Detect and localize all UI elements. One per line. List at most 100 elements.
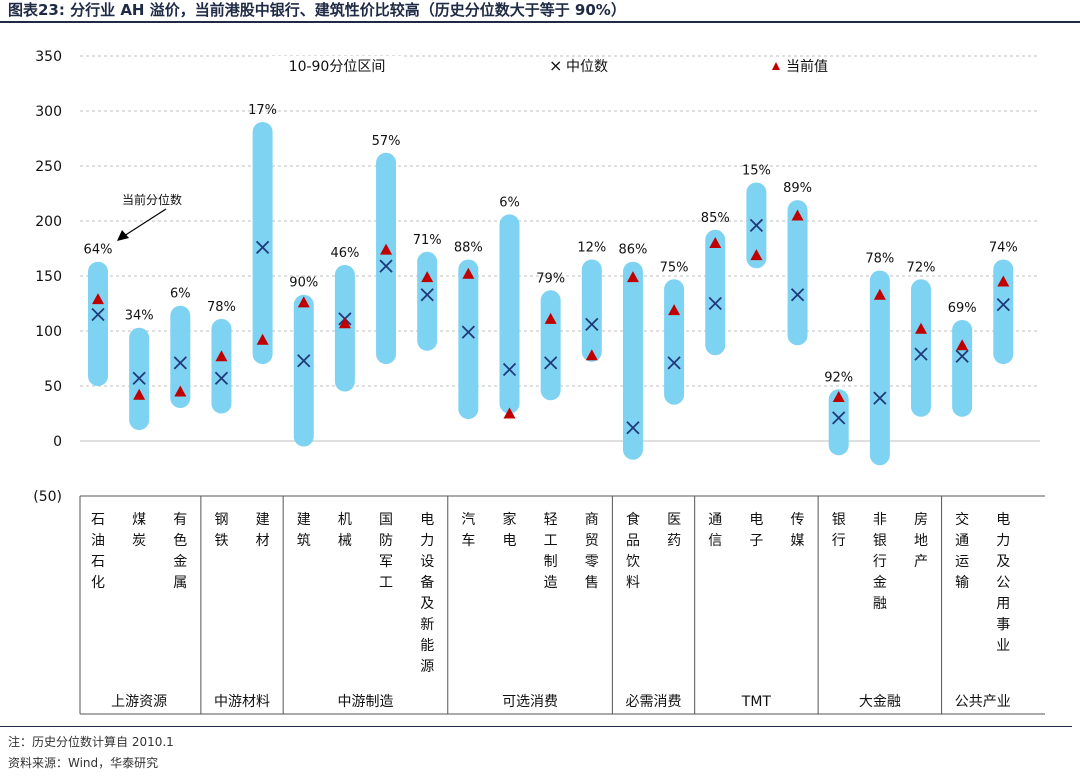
percentile-label: 17%: [248, 103, 277, 118]
category-label-char: 家: [503, 511, 517, 528]
bottom-rule: [0, 726, 1072, 727]
current-marker: [338, 317, 351, 329]
category-label-char: 银: [832, 512, 846, 528]
median-marker: [832, 411, 846, 425]
median-marker: [379, 259, 393, 273]
category-label-char: 公: [996, 575, 1010, 591]
current-marker: [256, 333, 269, 345]
range-bar: [952, 320, 973, 417]
y-tick-label: 250: [35, 159, 62, 175]
group-label: 中游制造: [337, 694, 393, 710]
median-marker: [132, 371, 146, 385]
current-marker: [956, 339, 969, 351]
y-tick-label: 100: [35, 324, 62, 340]
percentile-label: 74%: [989, 241, 1018, 256]
range-bar: [664, 279, 685, 405]
median-marker: [297, 354, 311, 368]
median-marker: [708, 296, 722, 311]
group-label: 大金融: [859, 694, 901, 710]
percentile-label: 57%: [372, 134, 401, 149]
percentile-label: 71%: [413, 233, 442, 248]
category-label-char: 电: [420, 512, 434, 528]
category-label-char: 电: [749, 512, 763, 528]
range-bar: [458, 259, 479, 419]
category-label-char: 色: [173, 532, 187, 549]
median-marker: [873, 391, 887, 405]
median-marker: [914, 347, 928, 361]
group-label: 可选消费: [502, 694, 558, 710]
current-marker: [832, 391, 845, 402]
category-label-char: 通: [955, 533, 969, 549]
category-label-char: 非: [873, 512, 887, 528]
category-label-char: 传: [791, 512, 805, 528]
median-marker: [173, 356, 187, 370]
category-label-char: 材: [256, 533, 270, 549]
percentile-label: 89%: [783, 181, 812, 196]
category-label-char: 业: [996, 638, 1010, 654]
range-bar: [88, 261, 108, 386]
median-marker: [420, 288, 434, 302]
category-label-char: 炭: [132, 533, 146, 549]
range-bar: [499, 214, 520, 414]
percentile-label: 64%: [84, 243, 113, 258]
annotation-arrow-head: [117, 230, 129, 241]
category-label-char: 力: [420, 533, 434, 549]
annotation-arrow-line: [123, 208, 167, 237]
category-label-char: 食: [626, 511, 640, 528]
percentile-label: 79%: [536, 271, 565, 286]
category-label-char: 化: [91, 575, 105, 591]
current-marker: [997, 275, 1010, 287]
category-label-char: 筑: [297, 533, 311, 549]
category-label-char: 贸: [585, 533, 599, 549]
median-marker: [91, 307, 105, 322]
footnote: 注：历史分位数计算自 2010.1: [8, 735, 174, 749]
current-marker: [544, 312, 557, 324]
group-label: 中游材料: [214, 694, 270, 710]
category-label-char: 煤: [132, 512, 146, 528]
annotation-label: 当前分位数: [122, 192, 182, 207]
current-marker: [133, 388, 146, 400]
percentile-label: 86%: [618, 243, 647, 258]
category-label-char: 事: [996, 617, 1010, 633]
median-marker: [502, 362, 517, 377]
percentile-label: 15%: [742, 164, 771, 179]
range-bar: [581, 259, 602, 362]
category-label-char: 及: [996, 554, 1010, 570]
category-label-char: 汽: [461, 512, 475, 528]
median-marker: [996, 297, 1010, 312]
y-tick-label: 300: [35, 104, 62, 120]
y-tick-label: 0: [53, 434, 62, 450]
category-label-char: 有: [173, 512, 187, 528]
current-marker: [873, 288, 886, 300]
current-marker: [380, 243, 393, 255]
y-tick-label: 150: [35, 269, 62, 285]
current-marker: [462, 267, 475, 279]
percentile-label: 12%: [577, 241, 606, 256]
median-marker: [667, 356, 681, 370]
group-label: 公共产业: [955, 694, 1011, 710]
percentile-label: 6%: [170, 287, 191, 302]
category-label-char: 通: [708, 512, 722, 528]
legend-median-marker: ×: [549, 56, 562, 75]
category-label-char: 饮: [626, 554, 640, 570]
category-label-char: 设: [420, 554, 434, 570]
category-label-char: 行: [832, 533, 846, 549]
category-label-char: 军: [379, 554, 393, 570]
median-marker: [214, 371, 229, 385]
current-marker: [626, 271, 639, 283]
category-label-char: 车: [461, 532, 475, 549]
category-label-char: 用: [996, 596, 1010, 612]
category-label-char: 油: [91, 533, 105, 549]
category-label-char: 房: [914, 512, 928, 528]
category-label-char: 零: [585, 554, 599, 570]
category-label-char: 铁: [214, 533, 228, 549]
legend-current-label: 当前值: [786, 58, 828, 75]
current-marker: [92, 293, 104, 305]
legend-current-marker: [772, 62, 780, 70]
range-bar: [170, 305, 191, 408]
category-label-char: 交: [955, 511, 969, 528]
category-label-char: 融: [873, 596, 887, 612]
group-label: TMT: [741, 694, 772, 710]
category-label-char: 国: [379, 512, 393, 528]
